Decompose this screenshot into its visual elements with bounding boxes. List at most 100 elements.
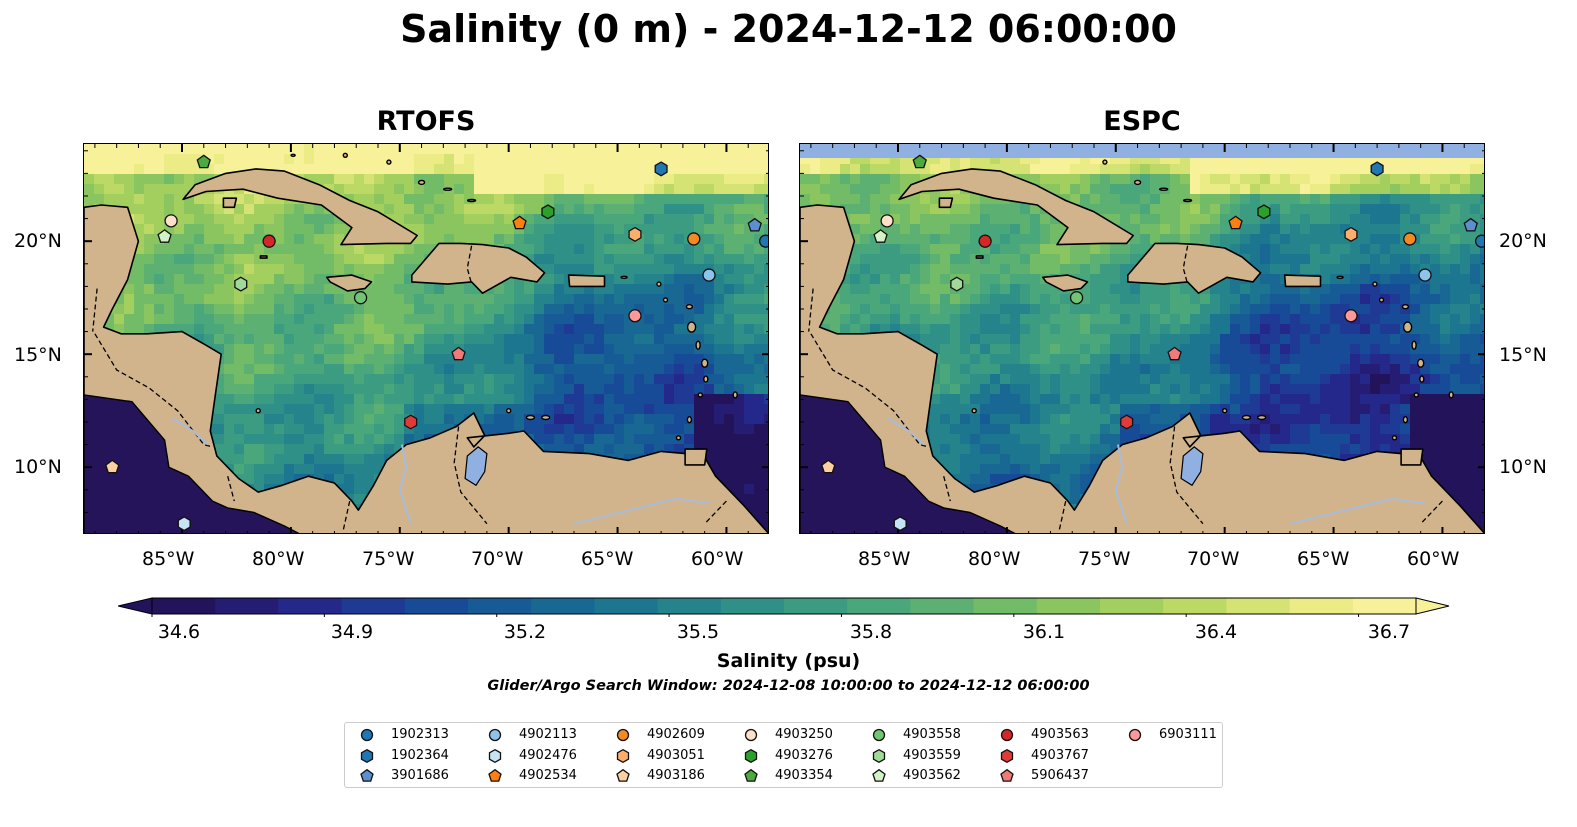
small-island	[290, 153, 296, 158]
legend-label: 4903354	[775, 768, 833, 783]
legend-label: 6903111	[1159, 727, 1217, 742]
lon-label-75w-left: 75°W	[362, 548, 415, 570]
small-island	[662, 297, 669, 303]
small-island	[1448, 391, 1454, 399]
no-data-band	[800, 144, 1484, 158]
colorbar-segment	[1352, 598, 1417, 614]
float-marker-4902113	[1418, 268, 1432, 282]
colorbar-tick-label: 36.7	[1367, 621, 1411, 643]
lat-label-10n-left: 10°N	[14, 456, 62, 478]
colorbar-tick-label: 34.6	[157, 621, 201, 643]
colorbar-segment	[594, 598, 659, 614]
colorbar-segment	[341, 598, 406, 614]
small-island	[342, 152, 348, 159]
lat-label-15n-left: 15°N	[14, 344, 62, 366]
legend-label: 4902113	[519, 727, 577, 742]
small-island	[466, 198, 477, 203]
colorbar-segment	[657, 598, 722, 614]
float-marker-4903558	[353, 291, 368, 305]
float-marker-4903563	[262, 234, 276, 248]
land-trinidad	[684, 448, 708, 466]
small-island	[1402, 321, 1413, 333]
colorbar-segment	[910, 598, 975, 614]
land-caymans	[975, 255, 984, 259]
colorbar-segment	[152, 598, 216, 614]
float-marker-6903111	[628, 309, 642, 323]
small-island	[686, 416, 693, 424]
country-border	[1169, 426, 1204, 525]
country-border	[808, 288, 814, 332]
float-marker-3901686	[1463, 217, 1478, 232]
colorbar-segment	[720, 598, 785, 614]
search-window-caption: Glider/Argo Search Window: 2024-12-08 10…	[487, 678, 1090, 694]
legend-marker-6903111	[1128, 728, 1142, 742]
country-border	[1420, 500, 1443, 525]
figure-title: Salinity (0 m) - 2024-12-12 06:00:00	[400, 7, 1177, 51]
land-isleYouth	[222, 197, 238, 209]
legend-marker-5906437	[1000, 768, 1014, 782]
float-marker-4903563	[978, 234, 992, 248]
small-island	[685, 303, 694, 310]
lon-label-60w-left: 60°W	[691, 548, 744, 570]
small-island	[1102, 159, 1108, 165]
lat-label-15n-right: 15°N	[1499, 344, 1547, 366]
float-marker-4903354	[196, 154, 211, 169]
small-island	[1391, 435, 1398, 441]
float-marker-4902609	[687, 232, 701, 246]
legend-marker-4903563	[1000, 728, 1014, 742]
float-marker-6903111	[1344, 309, 1358, 323]
small-island	[695, 340, 701, 350]
float-marker-1902364	[654, 161, 668, 177]
float-marker-1902364	[1370, 161, 1384, 177]
land-jamaica	[1042, 274, 1089, 292]
small-island	[1401, 303, 1410, 310]
small-island	[971, 408, 977, 414]
float-marker-4903767	[1120, 414, 1134, 430]
land-masses	[800, 152, 1484, 533]
legend-label: 4903186	[647, 768, 705, 783]
panel-title-espc: ESPC	[1103, 106, 1181, 137]
colorbar-segment	[404, 598, 469, 614]
legend-label: 4903767	[1031, 747, 1089, 763]
legend-marker-4903354	[744, 768, 758, 782]
float-marker-4902113	[702, 268, 716, 282]
float-marker-4903250	[164, 214, 178, 228]
small-island	[1378, 297, 1385, 303]
small-island	[1159, 187, 1169, 191]
colorbar-segment	[1289, 598, 1354, 614]
colorbar-segment	[973, 598, 1038, 614]
small-island	[255, 408, 261, 414]
colorbar-extend-min	[118, 597, 153, 615]
small-island	[697, 392, 703, 398]
legend-marker-4902476	[488, 748, 502, 763]
land-puertoRico	[567, 274, 606, 288]
land-hispaniola	[411, 242, 546, 294]
colorbar-segment	[278, 598, 343, 614]
colorbar-segment	[847, 598, 911, 614]
map-panel-rtofs	[83, 143, 769, 534]
colorbar-extend-max	[1415, 597, 1450, 615]
lon-label-80w-right: 80°W	[968, 548, 1021, 570]
legend-label: 3901686	[391, 768, 449, 783]
axis-ticks	[800, 144, 1484, 533]
small-island	[703, 375, 709, 383]
colorbar-tick-label: 35.8	[849, 621, 893, 643]
legend-marker-1902364	[360, 748, 374, 763]
lat-label-20n-right: 20°N	[1499, 230, 1547, 252]
land-masses	[84, 152, 768, 533]
legend-label: 5906437	[1031, 768, 1089, 783]
legend-label: 1902313	[391, 727, 449, 742]
float-marker-4902476	[177, 516, 191, 532]
river	[573, 497, 710, 525]
lat-label-10n-right: 10°N	[1499, 456, 1547, 478]
float-marker-4903051	[1344, 226, 1358, 242]
float-marker-4902534	[1228, 215, 1243, 230]
legend-marker-4903767	[1000, 748, 1014, 763]
small-island	[417, 179, 426, 186]
lon-label-65w-left: 65°W	[581, 548, 634, 570]
legend-label: 4903563	[1031, 727, 1089, 742]
float-marker-4903186	[105, 459, 120, 474]
float-markers	[821, 154, 1484, 532]
lon-label-85w-right: 85°W	[858, 548, 911, 570]
legend-label: 1902364	[391, 747, 449, 763]
